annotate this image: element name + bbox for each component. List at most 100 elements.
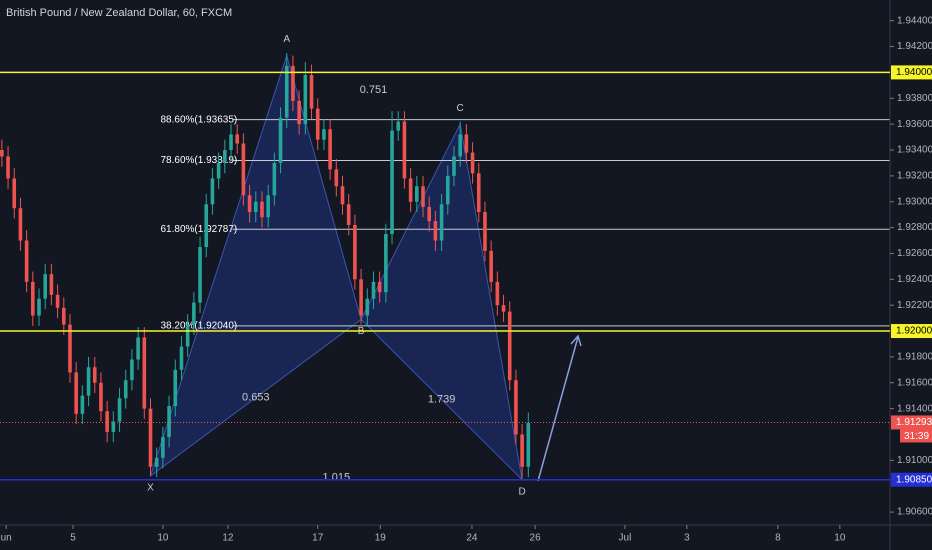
candle-body (192, 302, 196, 325)
candle-body (384, 234, 388, 293)
candle-body (489, 250, 493, 282)
level-label: 1.94000 (896, 67, 932, 78)
x-tick-label: 10 (157, 533, 169, 544)
level-box (891, 472, 932, 487)
x-tick-label: 3 (684, 533, 690, 544)
candle-body (0, 150, 4, 157)
candle-body (390, 130, 394, 235)
candle-body (61, 307, 66, 325)
y-tick-label: 1.94200 (897, 41, 932, 52)
candle-body (80, 395, 85, 414)
candle-body (315, 108, 320, 140)
price-label: 1.91293 (896, 417, 932, 428)
x-tick-label: 8 (775, 533, 781, 544)
ratio-label: 0.653 (242, 392, 270, 404)
candle-body (408, 178, 413, 202)
candle-body (303, 75, 308, 125)
fib-label: 88.60%(1.93635) (161, 114, 238, 125)
candle-body (464, 134, 469, 153)
level-box (891, 324, 932, 339)
y-tick-label: 1.93000 (897, 196, 932, 207)
pattern-point-label: D (518, 486, 525, 497)
candle-body (377, 281, 382, 293)
candle-body (359, 279, 363, 316)
candle-body (198, 246, 202, 303)
candle-body (371, 281, 376, 299)
candle-body (334, 169, 339, 187)
candle-body (284, 65, 289, 118)
candle-body (161, 437, 165, 458)
candle-body (37, 298, 41, 316)
candle-body (86, 367, 91, 396)
candle-body (18, 208, 23, 241)
y-tick-label: 1.91800 (897, 352, 932, 363)
candle-body (353, 225, 357, 280)
candle-body (253, 201, 258, 213)
x-tick-label: 10 (834, 533, 846, 544)
candle-body (260, 201, 264, 218)
y-tick-label: 1.91600 (897, 377, 932, 388)
candle-body (111, 421, 116, 432)
fib-label: 61.80%(1.92787) (161, 224, 238, 235)
candle-body (179, 346, 184, 370)
price-box (891, 415, 932, 430)
plot: 88.60%(1.93635) 78.60%(1.93319) 61.80%(1.9… (0, 34, 890, 497)
candle-body (439, 204, 444, 241)
ratio-label: 0.751 (360, 84, 388, 96)
x-tick-label: 5 (70, 533, 76, 544)
pattern-point-label: X (147, 483, 154, 494)
y-tick-label: 1.93400 (897, 145, 932, 156)
candle-body (216, 162, 221, 179)
candle-body (514, 380, 518, 435)
level-box (891, 65, 932, 80)
y-tick-label: 1.92800 (897, 222, 932, 233)
candle-body (483, 212, 487, 251)
candle-body (167, 406, 171, 438)
candle-body (278, 117, 283, 163)
candle-body (452, 156, 456, 176)
candle-body (136, 337, 140, 360)
fib-label: 38.20%(1.92040) (161, 321, 238, 332)
candle-body (507, 311, 512, 381)
candle-body (241, 143, 246, 196)
candle-body (24, 240, 29, 282)
candle-body (105, 411, 109, 432)
level-label: 1.92000 (896, 326, 932, 337)
pattern-point-label: A (283, 34, 290, 45)
candle-body (340, 186, 345, 205)
candle-body (210, 178, 215, 205)
pattern-point-label: C (457, 103, 464, 114)
candle-body (476, 173, 481, 213)
candle-body (247, 195, 252, 213)
candle-body (229, 134, 233, 150)
candle-body (123, 380, 128, 399)
candle-body (43, 274, 48, 299)
candle-body (470, 152, 475, 174)
ratio-label: 1.739 (428, 393, 456, 405)
candle-body (223, 150, 227, 163)
candle-body (415, 186, 419, 202)
y-tick-label: 1.94400 (897, 15, 932, 26)
y-tick-label: 1.93200 (897, 171, 932, 182)
candle-body (402, 121, 407, 179)
candle-body (74, 372, 78, 414)
candle-body (328, 129, 332, 170)
y-tick-label: 1.90600 (897, 507, 932, 518)
candle-body (396, 121, 401, 131)
candle-body (55, 294, 60, 308)
candle-body (291, 65, 295, 101)
fib-label: 78.60%(1.93319) (161, 155, 238, 166)
x-tick-label: un (1, 533, 12, 544)
candle-body (322, 129, 326, 140)
candle-body (309, 75, 314, 109)
candle-body (204, 204, 209, 247)
candle-body (49, 274, 54, 295)
candle-body (130, 359, 134, 381)
candle-body (297, 100, 301, 125)
x-tick-label: 26 (530, 533, 542, 544)
candle-body (12, 178, 17, 209)
candle-body (520, 434, 524, 467)
candle-body (92, 367, 97, 383)
candle-body (526, 422, 531, 467)
